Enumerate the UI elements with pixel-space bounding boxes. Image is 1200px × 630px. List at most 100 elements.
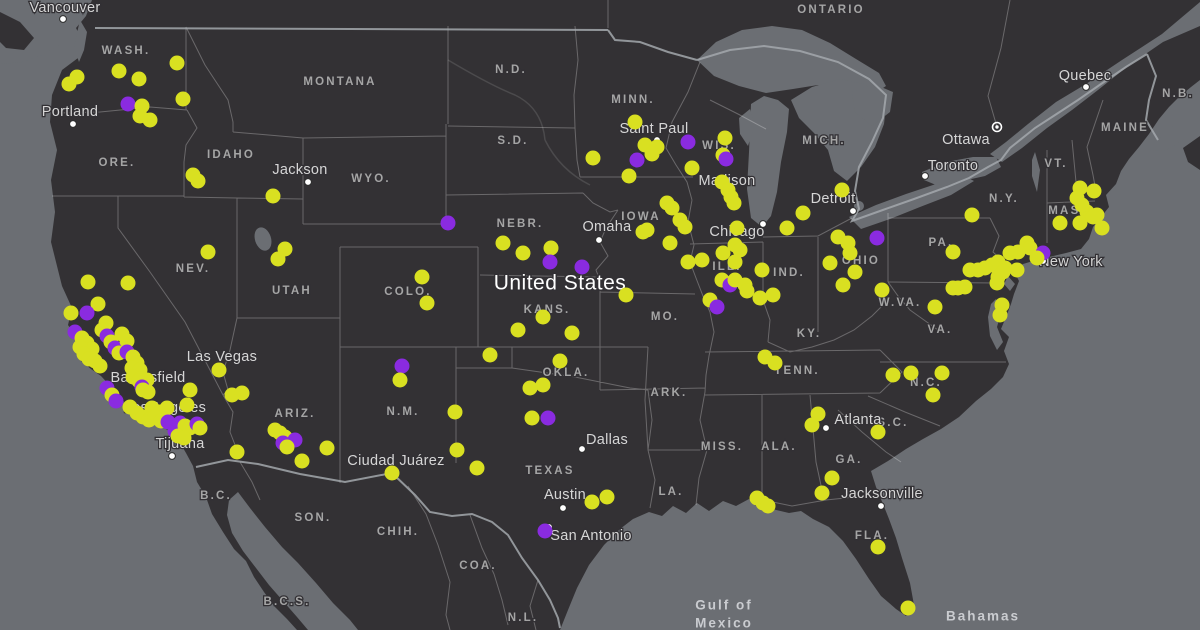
location-dot-purple[interactable] (680, 134, 696, 150)
city-marker[interactable] (1082, 83, 1090, 91)
location-dot-purple[interactable] (542, 254, 558, 270)
location-dot-yellow[interactable] (384, 465, 400, 481)
location-dot-yellow[interactable] (69, 69, 85, 85)
city-marker[interactable] (304, 178, 312, 186)
location-dot-yellow[interactable] (822, 255, 838, 271)
location-dot-yellow[interactable] (190, 173, 206, 189)
city-marker[interactable] (877, 502, 885, 510)
location-dot-yellow[interactable] (192, 420, 208, 436)
location-dot-yellow[interactable] (131, 71, 147, 87)
location-dot-yellow[interactable] (482, 347, 498, 363)
location-dot-yellow[interactable] (169, 55, 185, 71)
location-dot-yellow[interactable] (265, 188, 281, 204)
location-dot-yellow[interactable] (1029, 250, 1045, 266)
location-dot-yellow[interactable] (727, 254, 743, 270)
location-dot-purple[interactable] (718, 151, 734, 167)
location-dot-yellow[interactable] (885, 367, 901, 383)
location-dot-yellow[interactable] (870, 424, 886, 440)
location-dot-yellow[interactable] (834, 182, 850, 198)
location-dot-purple[interactable] (394, 358, 410, 374)
location-dot-yellow[interactable] (584, 494, 600, 510)
location-dot-yellow[interactable] (664, 200, 680, 216)
location-dot-yellow[interactable] (715, 245, 731, 261)
location-dot-yellow[interactable] (449, 442, 465, 458)
location-dot-yellow[interactable] (870, 539, 886, 555)
location-dot-yellow[interactable] (684, 160, 700, 176)
city-marker[interactable] (59, 15, 67, 23)
location-dot-yellow[interactable] (752, 290, 768, 306)
city-marker[interactable] (921, 172, 929, 180)
location-dot-yellow[interactable] (680, 254, 696, 270)
location-dot-purple[interactable] (79, 305, 95, 321)
location-dot-yellow[interactable] (824, 470, 840, 486)
location-dot-yellow[interactable] (1074, 197, 1090, 213)
location-dot-yellow[interactable] (270, 251, 286, 267)
location-dot-yellow[interactable] (621, 168, 637, 184)
location-dot-yellow[interactable] (200, 244, 216, 260)
location-dot-yellow[interactable] (635, 224, 651, 240)
location-dot-yellow[interactable] (618, 287, 634, 303)
city-marker[interactable] (69, 120, 77, 128)
location-dot-yellow[interactable] (522, 380, 538, 396)
city-marker[interactable] (578, 445, 586, 453)
location-dot-yellow[interactable] (111, 63, 127, 79)
location-dot-yellow[interactable] (120, 275, 136, 291)
location-dot-yellow[interactable] (662, 235, 678, 251)
location-dot-yellow[interactable] (1086, 183, 1102, 199)
city-marker[interactable] (559, 504, 567, 512)
location-dot-yellow[interactable] (119, 333, 135, 349)
city-marker[interactable] (595, 236, 603, 244)
location-dot-yellow[interactable] (495, 235, 511, 251)
location-dot-yellow[interactable] (1002, 245, 1018, 261)
location-dot-purple[interactable] (574, 259, 590, 275)
location-dot-yellow[interactable] (927, 299, 943, 315)
location-dot-yellow[interactable] (279, 439, 295, 455)
location-dot-yellow[interactable] (211, 362, 227, 378)
location-dot-yellow[interactable] (814, 485, 830, 501)
location-dot-yellow[interactable] (767, 355, 783, 371)
location-dot-yellow[interactable] (995, 264, 1011, 280)
location-dot-yellow[interactable] (182, 382, 198, 398)
location-dot-yellow[interactable] (515, 245, 531, 261)
location-dot-yellow[interactable] (726, 195, 742, 211)
location-dot-yellow[interactable] (900, 600, 916, 616)
location-dot-yellow[interactable] (874, 282, 890, 298)
location-dot-yellow[interactable] (760, 498, 776, 514)
location-dot-yellow[interactable] (543, 240, 559, 256)
location-dot-yellow[interactable] (414, 269, 430, 285)
location-dot-yellow[interactable] (717, 130, 733, 146)
location-dot-yellow[interactable] (945, 280, 961, 296)
location-dot-yellow[interactable] (175, 91, 191, 107)
city-marker[interactable] (759, 220, 767, 228)
location-dot-yellow[interactable] (945, 244, 961, 260)
location-dot-yellow[interactable] (80, 274, 96, 290)
location-dot-yellow[interactable] (159, 400, 175, 416)
location-dot-yellow[interactable] (934, 365, 950, 381)
location-dot-purple[interactable] (869, 230, 885, 246)
location-dot-yellow[interactable] (176, 430, 192, 446)
location-dot-yellow[interactable] (419, 295, 435, 311)
location-dot-yellow[interactable] (1085, 209, 1101, 225)
city-marker[interactable] (849, 207, 857, 215)
location-dot-yellow[interactable] (847, 264, 863, 280)
location-dot-yellow[interactable] (1009, 262, 1025, 278)
location-dot-purple[interactable] (540, 410, 556, 426)
city-marker[interactable] (822, 424, 830, 432)
location-dot-yellow[interactable] (903, 365, 919, 381)
location-dot-yellow[interactable] (835, 277, 851, 293)
location-dot-yellow[interactable] (447, 404, 463, 420)
location-dot-yellow[interactable] (1072, 215, 1088, 231)
location-dot-yellow[interactable] (925, 387, 941, 403)
location-dot-yellow[interactable] (392, 372, 408, 388)
location-dot-yellow[interactable] (510, 322, 526, 338)
location-dot-yellow[interactable] (524, 410, 540, 426)
location-dot-yellow[interactable] (804, 417, 820, 433)
location-dot-yellow[interactable] (1052, 215, 1068, 231)
location-dot-yellow[interactable] (732, 242, 748, 258)
location-dot-yellow[interactable] (810, 406, 826, 422)
location-dot-yellow[interactable] (599, 489, 615, 505)
location-dot-yellow[interactable] (552, 353, 568, 369)
location-dot-yellow[interactable] (644, 146, 660, 162)
location-dot-yellow[interactable] (739, 283, 755, 299)
